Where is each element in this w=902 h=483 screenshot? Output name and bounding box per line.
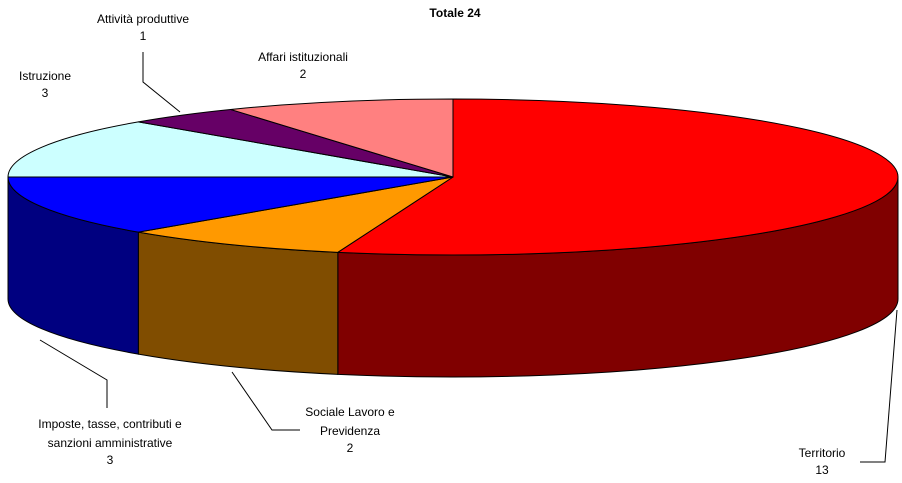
chart-title: Totale 24 [429, 6, 481, 20]
value-label: 1 [139, 29, 147, 43]
category-label: Sociale Lavoro e Previdenza [305, 405, 395, 438]
slice-top [7, 121, 454, 178]
slice-label: Territorio 13 [792, 444, 852, 477]
slice-label: Affari istituzionali 2 [233, 48, 373, 81]
leader-lines [39, 52, 898, 463]
value-label: 3 [106, 453, 114, 467]
slice-side [137, 231, 339, 375]
category-label: Territorio [798, 446, 846, 460]
slice-label: Imposte, tasse, contributi e sanzioni am… [20, 415, 200, 467]
slice-label: Sociale Lavoro e Previdenza 2 [285, 403, 415, 455]
leader-line [231, 371, 300, 431]
leader-line [39, 339, 108, 408]
slice-top [7, 176, 454, 233]
value-label: 2 [346, 441, 354, 455]
slice-top [138, 176, 454, 253]
leader-line [142, 52, 181, 113]
value-label: 2 [299, 67, 307, 81]
slice-label: Attività produttive 1 [78, 10, 208, 43]
category-label: Istruzione [18, 69, 72, 83]
slice-top [230, 98, 454, 178]
leader-line [860, 309, 898, 463]
value-label: 13 [815, 463, 829, 477]
category-label: Attività produttive [96, 12, 190, 26]
pie-sides [7, 176, 899, 378]
slice-label: Istruzione 3 [0, 67, 90, 100]
category-label: Affari istituzionali [258, 50, 348, 64]
pie-tops [7, 98, 899, 256]
category-label: Imposte, tasse, contributi e sanzioni am… [38, 417, 182, 450]
slice-top [336, 98, 899, 256]
value-label: 3 [41, 86, 49, 100]
